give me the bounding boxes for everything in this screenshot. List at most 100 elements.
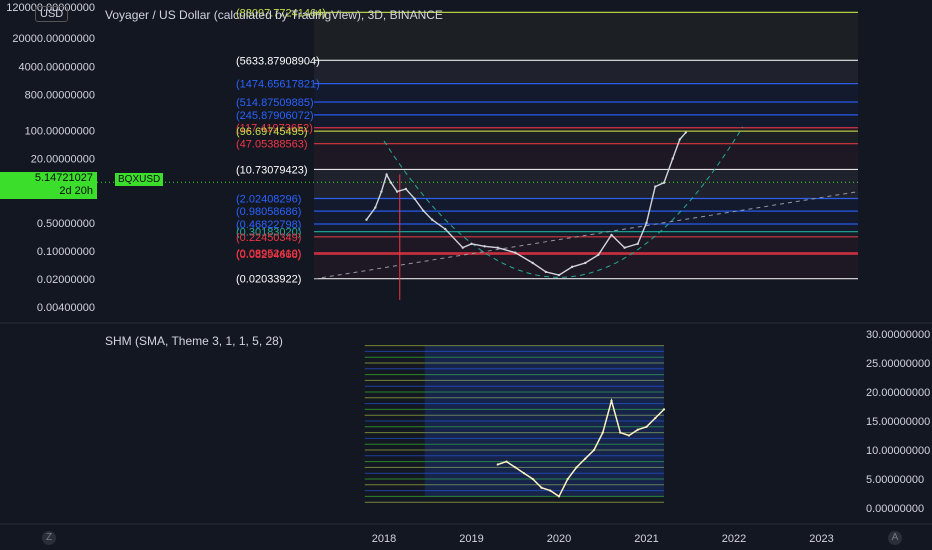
price-point bbox=[365, 218, 368, 221]
price-point bbox=[461, 246, 464, 249]
price-point bbox=[374, 206, 377, 209]
fib-band bbox=[314, 101, 858, 115]
current-price-badge: 5.14721027 2d 20h bbox=[0, 172, 97, 199]
price-point bbox=[389, 181, 393, 184]
fib-band bbox=[314, 169, 858, 199]
indicator-point bbox=[592, 448, 596, 452]
indicator-point bbox=[575, 466, 578, 469]
indicator-shade bbox=[424, 345, 664, 497]
indicator-point bbox=[636, 428, 639, 431]
y-tick-label: 100.00000000 bbox=[25, 126, 95, 138]
indicator-title: SHM (SMA, Theme 3, 1, 1, 5, 28) bbox=[105, 334, 283, 348]
price-point bbox=[380, 190, 383, 193]
price-point bbox=[662, 181, 666, 184]
price-point bbox=[444, 227, 447, 231]
price-point bbox=[413, 197, 416, 200]
price-point bbox=[544, 270, 548, 274]
indicator-point bbox=[531, 477, 534, 481]
fib-level-label: (5633.87908904) bbox=[236, 55, 320, 67]
fib-level-label: (0.30183020) bbox=[236, 227, 301, 239]
curve-arc bbox=[383, 126, 744, 278]
y-tick-label: 4000.00000000 bbox=[19, 61, 95, 73]
fib-level-label: (0.98058686) bbox=[236, 206, 301, 218]
indicator-series-line bbox=[497, 397, 665, 498]
indicator-point bbox=[610, 399, 613, 402]
price-point bbox=[654, 185, 657, 188]
price-point bbox=[557, 273, 561, 277]
fib-level-label: (0.46822798) bbox=[236, 219, 301, 231]
indicator-point bbox=[601, 431, 604, 434]
price-point bbox=[684, 131, 688, 134]
indicator-y-tick: 25.00000000 bbox=[866, 358, 930, 370]
price-point bbox=[678, 138, 681, 141]
corner-button-left[interactable]: Z bbox=[42, 531, 56, 545]
price-point bbox=[470, 242, 473, 246]
indicator-point bbox=[549, 489, 552, 492]
x-tick-label: 2020 bbox=[547, 533, 571, 545]
fib-level-label: (0.02033922) bbox=[236, 274, 301, 286]
price-point bbox=[422, 209, 425, 212]
indicator-point bbox=[505, 460, 508, 463]
indicator-point bbox=[557, 495, 561, 498]
indicator-y-tick: 10.00000000 bbox=[866, 445, 930, 457]
price-point bbox=[531, 261, 534, 265]
indicator-point bbox=[522, 472, 526, 475]
fib-level-label: (1474.65617821) bbox=[236, 79, 320, 91]
price-point bbox=[514, 251, 517, 254]
fib-band bbox=[314, 224, 858, 232]
chart-title: Voyager / US Dollar (calculated by Tradi… bbox=[105, 8, 443, 22]
fib-band bbox=[314, 114, 858, 128]
indicator-y-tick: 20.00000000 bbox=[866, 387, 930, 399]
fib-level-label: (2.02408296) bbox=[236, 194, 301, 206]
fib-level-label: (514.87509885) bbox=[236, 97, 314, 109]
fib-level-label: (10.73079423) bbox=[236, 164, 308, 176]
indicator-point bbox=[627, 434, 631, 437]
price-point bbox=[404, 187, 408, 191]
price-point bbox=[496, 246, 499, 249]
x-tick-label: 2022 bbox=[722, 533, 746, 545]
fib-level-label: (117.41973652) bbox=[236, 123, 313, 135]
price-point bbox=[570, 265, 574, 269]
fib-level-label: (0.22450349) bbox=[236, 232, 301, 244]
price-point bbox=[623, 246, 626, 249]
y-tick-label: 0.00400000 bbox=[37, 302, 95, 314]
fib-band bbox=[314, 231, 858, 237]
fib-level-label: (96.69745495) bbox=[236, 126, 308, 138]
current-price: 5.14721027 bbox=[34, 172, 93, 184]
indicator-point bbox=[584, 457, 587, 460]
x-tick-label: 2021 bbox=[634, 533, 658, 545]
price-point bbox=[385, 173, 388, 176]
fib-band bbox=[314, 252, 858, 255]
y-tick-label: 0.50000000 bbox=[37, 218, 95, 230]
indicator-point bbox=[514, 466, 517, 469]
symbol-badge: BQXUSD bbox=[115, 173, 164, 186]
fib-level-label: (47.05388563) bbox=[236, 139, 308, 151]
indicator-point bbox=[566, 477, 569, 481]
candle-countdown: 2d 20h bbox=[59, 185, 93, 197]
x-tick-label: 2019 bbox=[459, 533, 483, 545]
fib-band bbox=[314, 198, 858, 212]
indicator-y-tick: 30.00000000 bbox=[866, 329, 930, 341]
y-tick-label: 20000.00000000 bbox=[12, 33, 95, 45]
indicator-point bbox=[619, 431, 622, 434]
fib-level-label: (0.08294668) bbox=[236, 249, 301, 261]
fib-level-label: (88097.77241464) bbox=[236, 7, 326, 19]
fib-band bbox=[314, 60, 858, 84]
fib-band bbox=[314, 143, 858, 170]
indicator-point bbox=[662, 408, 666, 411]
indicator-point bbox=[645, 425, 648, 428]
indicator-y-tick: 5.00000000 bbox=[866, 474, 924, 486]
corner-button-right[interactable]: A bbox=[888, 531, 902, 545]
fib-band bbox=[314, 254, 858, 279]
price-point bbox=[395, 190, 399, 193]
price-point bbox=[645, 221, 648, 225]
trend-line bbox=[313, 191, 859, 280]
indicator-y-tick: 0.00000000 bbox=[866, 503, 924, 515]
fib-level-label: (245.87906072) bbox=[236, 110, 314, 122]
price-point bbox=[430, 218, 434, 221]
currency-badge[interactable]: USD bbox=[35, 6, 69, 22]
price-point bbox=[610, 233, 613, 237]
indicator-point bbox=[496, 463, 499, 466]
